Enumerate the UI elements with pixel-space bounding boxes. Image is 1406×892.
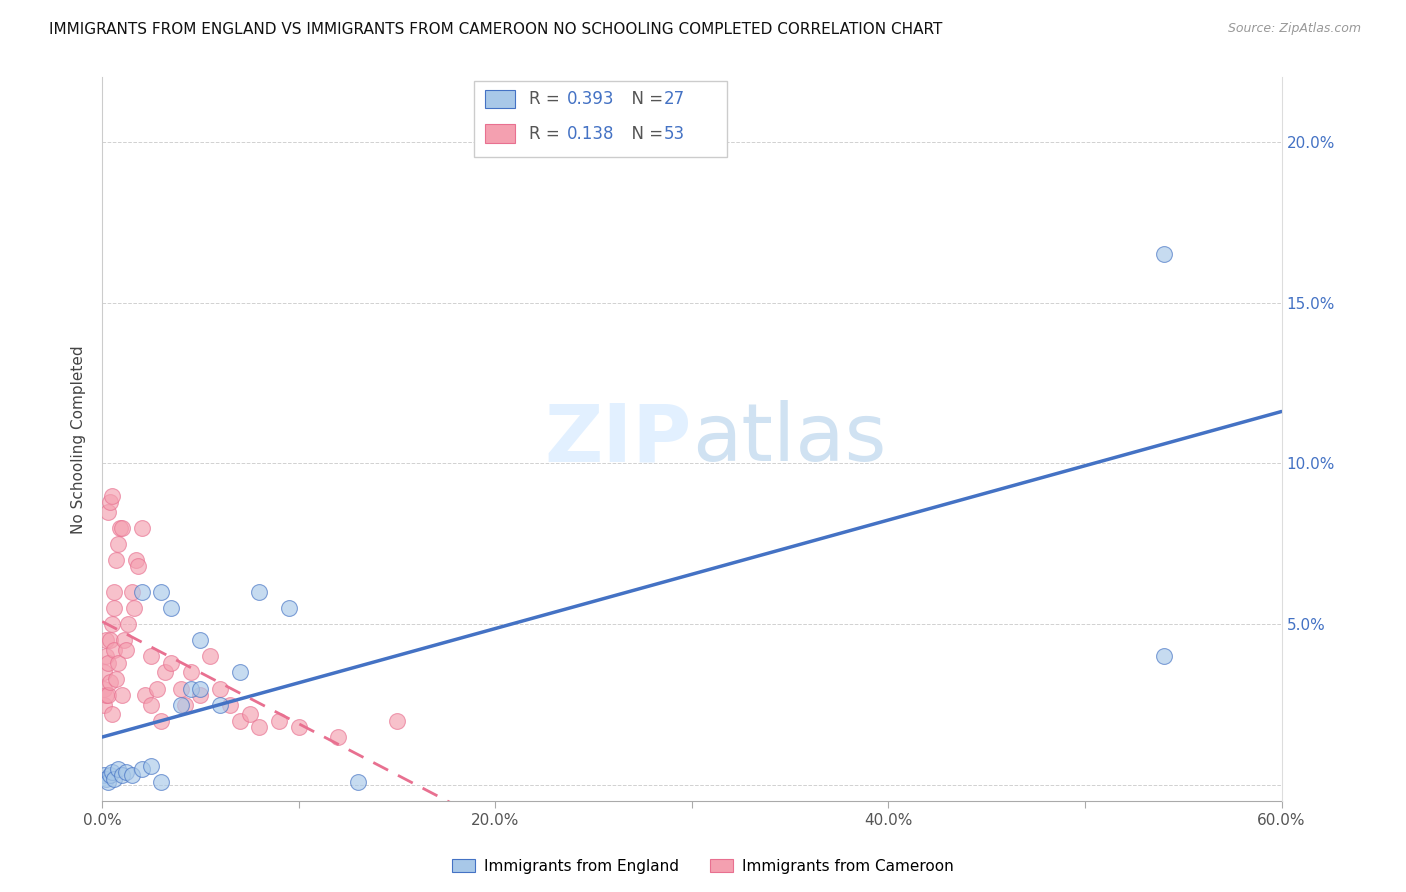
Point xyxy=(97,688,120,702)
Text: atlas: atlas xyxy=(692,401,886,478)
FancyBboxPatch shape xyxy=(485,90,515,108)
Point xyxy=(97,774,120,789)
Point xyxy=(94,649,117,664)
Point xyxy=(131,762,153,776)
Point xyxy=(122,601,145,615)
Point xyxy=(385,714,408,728)
Text: 53: 53 xyxy=(664,125,685,143)
Point xyxy=(1153,649,1175,664)
Text: R =: R = xyxy=(529,125,565,143)
Point xyxy=(94,772,117,786)
Point xyxy=(287,720,309,734)
Point xyxy=(190,681,212,696)
Point xyxy=(209,681,232,696)
Point xyxy=(121,585,143,599)
Point xyxy=(103,643,125,657)
Point xyxy=(98,768,121,782)
Point xyxy=(98,675,121,690)
Point xyxy=(180,665,202,680)
Point xyxy=(98,495,121,509)
Point xyxy=(153,665,176,680)
Point xyxy=(278,601,301,615)
Point xyxy=(114,765,136,780)
FancyBboxPatch shape xyxy=(474,81,727,157)
Point xyxy=(103,601,125,615)
Point xyxy=(131,585,153,599)
Point xyxy=(326,730,349,744)
Point xyxy=(93,768,115,782)
Text: 0.138: 0.138 xyxy=(567,125,614,143)
Point xyxy=(98,633,121,648)
Point xyxy=(170,681,193,696)
Point xyxy=(141,698,163,712)
Point xyxy=(93,698,115,712)
Text: R =: R = xyxy=(529,90,565,108)
Point xyxy=(269,714,291,728)
Point xyxy=(107,537,129,551)
Point xyxy=(146,681,169,696)
Point xyxy=(114,643,136,657)
Point xyxy=(97,505,120,519)
Point xyxy=(160,656,183,670)
Point xyxy=(173,698,195,712)
Text: IMMIGRANTS FROM ENGLAND VS IMMIGRANTS FROM CAMEROON NO SCHOOLING COMPLETED CORRE: IMMIGRANTS FROM ENGLAND VS IMMIGRANTS FR… xyxy=(49,22,942,37)
Point xyxy=(170,698,193,712)
Point xyxy=(219,698,242,712)
Point xyxy=(346,774,368,789)
Point xyxy=(150,774,173,789)
Point xyxy=(190,633,212,648)
Point xyxy=(239,707,262,722)
Point xyxy=(108,521,131,535)
Point xyxy=(127,559,149,574)
Point xyxy=(94,633,117,648)
Point xyxy=(150,714,173,728)
Point xyxy=(1153,247,1175,261)
Point xyxy=(209,698,232,712)
Text: Source: ZipAtlas.com: Source: ZipAtlas.com xyxy=(1227,22,1361,36)
Point xyxy=(160,601,183,615)
Point xyxy=(134,688,156,702)
Point xyxy=(121,768,143,782)
Point xyxy=(111,768,134,782)
Point xyxy=(150,585,173,599)
Text: N =: N = xyxy=(621,90,668,108)
Point xyxy=(200,649,222,664)
Point xyxy=(94,688,117,702)
Point xyxy=(107,656,129,670)
Point xyxy=(104,553,127,567)
Point xyxy=(141,649,163,664)
Point xyxy=(141,758,163,772)
Point xyxy=(103,585,125,599)
Point xyxy=(229,665,252,680)
Point xyxy=(190,688,212,702)
Point xyxy=(101,617,124,632)
Text: 27: 27 xyxy=(664,90,685,108)
Point xyxy=(124,553,146,567)
Point xyxy=(101,765,124,780)
Point xyxy=(104,672,127,686)
Text: N =: N = xyxy=(621,125,668,143)
Point xyxy=(97,656,120,670)
Point xyxy=(117,617,139,632)
Point xyxy=(107,762,129,776)
Point xyxy=(112,633,135,648)
Text: 0.393: 0.393 xyxy=(567,90,614,108)
FancyBboxPatch shape xyxy=(485,125,515,143)
Point xyxy=(131,521,153,535)
Point xyxy=(229,714,252,728)
Point xyxy=(101,707,124,722)
Y-axis label: No Schooling Completed: No Schooling Completed xyxy=(72,345,86,533)
Point xyxy=(93,665,115,680)
Point xyxy=(111,521,134,535)
Point xyxy=(111,688,134,702)
Legend: Immigrants from England, Immigrants from Cameroon: Immigrants from England, Immigrants from… xyxy=(446,853,960,880)
Point xyxy=(249,720,271,734)
Point xyxy=(101,489,124,503)
Text: ZIP: ZIP xyxy=(544,401,692,478)
Point xyxy=(103,772,125,786)
Point xyxy=(249,585,271,599)
Point xyxy=(180,681,202,696)
Point xyxy=(93,681,115,696)
